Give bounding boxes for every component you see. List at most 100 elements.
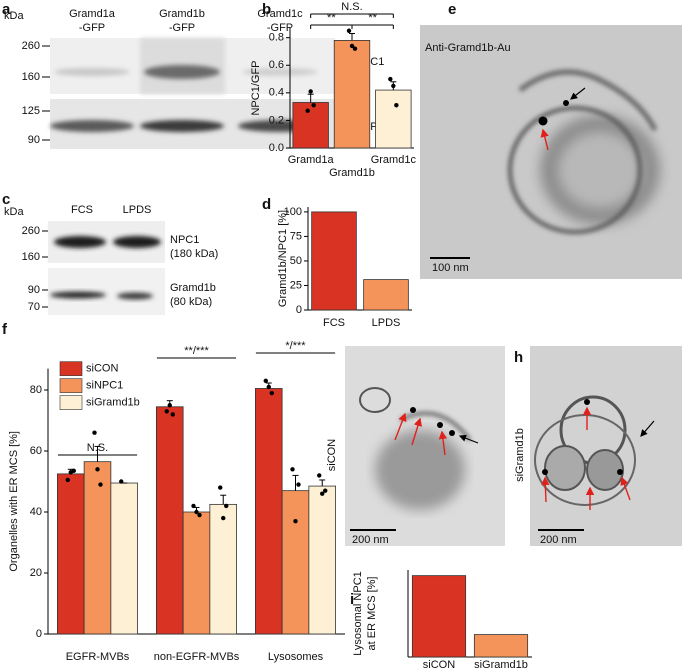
lane-label: Gramd1a [69,8,116,20]
data-point [311,103,316,108]
data-point [349,43,355,49]
scale-label: 100 nm [432,262,469,274]
scale-label: 200 nm [540,534,577,546]
x-tick-label: Gramd1b [329,167,375,179]
lane-label: FCS [71,204,93,216]
data-point [290,467,295,472]
legend-swatch [59,395,83,410]
y-label: Organelles with ER MCS [%] [8,431,20,572]
y-tick-label: 0.4 [269,87,284,99]
y-label: Lysosomal NPC1 [352,571,364,656]
data-point [352,46,358,51]
micrograph-g: siCON 200 nm [326,346,505,546]
scale-label: 200 nm [352,534,389,546]
y-tick-label: 60 [30,445,42,457]
panel-label: d [262,196,271,213]
data-point [320,491,325,496]
data-point [218,485,223,490]
x-tick-label: siGramd1b [474,659,528,671]
y-label: at ER MCS [%] [366,577,378,651]
significance-label: */*** [285,340,306,352]
data-point [98,482,103,487]
data-point [164,409,169,414]
marker-label: 260 [22,225,40,237]
legend-swatch [59,378,83,393]
data-point [197,512,202,518]
marker-label: 90 [28,284,40,296]
bar [411,575,467,658]
marker-label: 160 [22,71,40,83]
panel-label: f [2,321,8,338]
y-label: Gramd1b/NPC1 [%] [277,210,289,307]
legend-swatch [59,361,83,376]
micrograph-label: siCON [326,439,338,471]
bar [333,40,371,149]
bar [363,279,409,311]
y-tick-label: 25 [290,279,302,291]
y-tick-label: 75 [290,230,302,242]
significance-label: ** [327,12,336,24]
significance-label: N.S. [87,442,108,454]
marker-label: 70 [28,301,40,313]
bar [473,634,529,658]
bar [182,511,211,635]
data-point [167,403,172,408]
data-point [95,467,100,472]
bar [375,89,412,149]
significance-label: N.S. [341,1,362,13]
data-point [308,89,313,94]
x-tick-label: LPDS [372,317,401,329]
band-label: Gramd1b [170,282,216,294]
data-point [293,518,298,524]
y-tick-label: 0.0 [269,142,284,154]
bar [57,473,85,635]
data-point [346,28,352,33]
y-tick-label: 0.8 [269,32,284,44]
unit: kDa [4,10,24,22]
x-tick-label: FCS [323,317,345,329]
unit: kDa [4,206,24,218]
data-point [391,83,396,89]
legend-label: siGramd1b [86,397,140,409]
micrograph-label: siGramd1b [514,428,526,482]
marker-label: 160 [22,251,40,263]
panel-label: a [2,1,11,18]
x-tick-label: non-EGFR-MVBs [154,651,240,663]
data-point [71,468,76,474]
bar [255,388,283,635]
x-tick-label: Gramd1c [371,154,417,166]
legend-label: siNPC1 [86,380,123,392]
data-point [221,515,226,521]
y-tick-label: 0 [36,628,42,640]
micrograph-h: siGramd1b 200 nm [514,346,682,546]
bar [292,102,329,149]
x-tick-label: siCON [423,659,455,671]
panel-label: i [350,591,354,608]
lane-label: -GFP [169,22,195,34]
bar [110,482,138,635]
marker-label: 260 [22,40,40,52]
bar [281,490,310,635]
data-point [170,412,175,417]
bar [156,406,184,635]
y-tick-label: 0.2 [269,114,284,126]
bar [209,503,237,635]
data-point [194,509,199,515]
y-tick-label: 100 [284,206,302,218]
data-point [317,473,322,478]
band-label: (180 kDa) [170,248,218,260]
lane-label: -GFP [79,22,105,34]
data-point [119,479,124,484]
y-tick-label: 20 [30,567,42,579]
blot-c: kDa FCS LPDS 260 160 90 70 NPC1 (180 kDa… [4,204,218,315]
marker-label: 125 [22,105,40,117]
panel-label: b [262,1,271,18]
data-point [92,430,97,435]
data-point [263,378,268,384]
micrograph-e: Anti-Gramd1b-Au 100 nm [420,25,682,279]
y-tick-label: 0.6 [269,59,284,71]
lane-label: LPDS [123,204,152,216]
marker-label: 90 [28,134,40,146]
data-point [266,384,271,390]
